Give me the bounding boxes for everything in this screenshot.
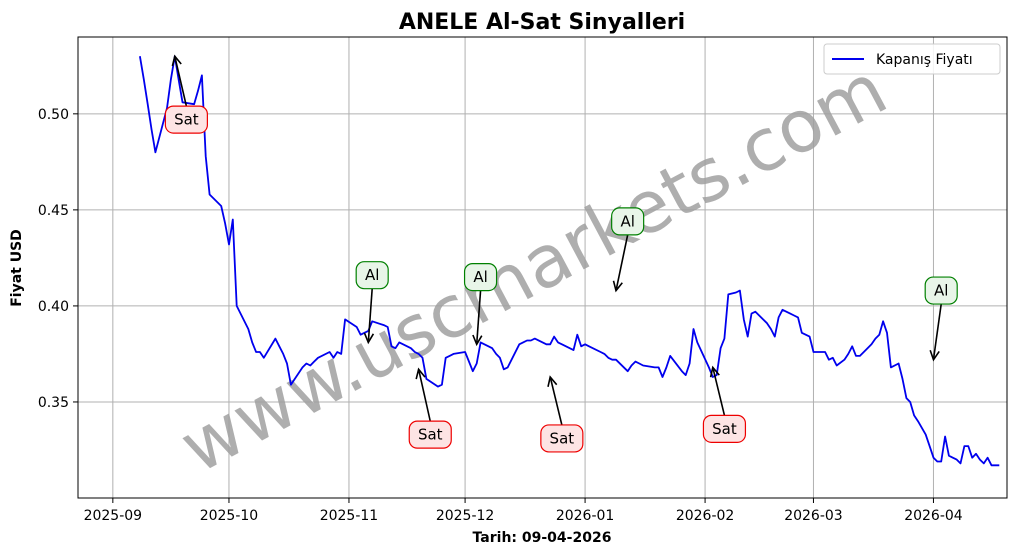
- buy-signal: Al: [355, 261, 389, 345]
- signal-label-box: [463, 263, 498, 292]
- signal-arrow-head: [363, 332, 375, 345]
- signal-arrow-head: [612, 280, 623, 293]
- legend: Kapanış Fiyatı: [823, 43, 1001, 75]
- x-axis-label: Tarih: 09-04-2026: [473, 530, 612, 546]
- signal-arrow-head: [415, 367, 426, 380]
- signal-arrow-shaft: [367, 288, 373, 341]
- signal-label-box: [924, 276, 958, 305]
- signal-arrow-shaft: [615, 234, 629, 289]
- signal-label: Sat: [712, 420, 737, 438]
- signal-label: Sat: [550, 429, 575, 447]
- x-tick-label: 2025-10: [200, 508, 259, 524]
- signal-label-box: [164, 105, 208, 134]
- x-tick-label: 2025-12: [436, 508, 495, 524]
- x-tick-label: 2026-03: [784, 508, 843, 524]
- plot-frame: [77, 36, 1008, 499]
- buy-signal: Al: [924, 276, 958, 362]
- sell-signal: Sat: [408, 367, 452, 449]
- legend-label: Kapanış Fiyatı: [876, 52, 973, 68]
- signal-arrow-head: [472, 334, 483, 347]
- signal-label: Sat: [418, 426, 443, 444]
- signal-label-box: [408, 420, 452, 449]
- signal-label: Al: [934, 282, 948, 300]
- signal-layer: Sat Al Sat Al Sat Al Sat Al: [164, 54, 958, 453]
- chart-title: ANELE Al-Sat Sinyalleri: [399, 10, 685, 35]
- sell-signal: Sat: [702, 365, 747, 443]
- signal-arrow-shaft: [932, 303, 942, 358]
- y-tick-label: 0.45: [38, 203, 69, 219]
- buy-signal: Al: [611, 207, 645, 293]
- signal-arrow-head: [929, 349, 940, 362]
- signal-arrow-head: [547, 375, 558, 387]
- x-tick-label: 2026-04: [904, 508, 963, 524]
- signal-arrow-shaft: [712, 369, 726, 416]
- x-axis: 2025-09 2025-10 2025-11 2025-12 2026-01 2026-…: [84, 498, 963, 524]
- signal-label-box: [611, 207, 645, 236]
- legend-box: [823, 43, 1001, 75]
- y-axis-label: Fiyat USD: [9, 229, 25, 307]
- signal-label-box: [540, 424, 584, 453]
- signal-label: Al: [365, 266, 379, 284]
- grid: [78, 37, 1007, 498]
- signal-label: Al: [620, 212, 634, 230]
- sell-signal: Sat: [164, 54, 208, 134]
- x-tick-label: 2026-02: [676, 508, 735, 524]
- sell-signal: Sat: [540, 375, 584, 453]
- signal-arrow-shaft: [174, 57, 188, 107]
- y-tick-label: 0.50: [38, 107, 69, 123]
- x-tick-label: 2025-09: [84, 508, 143, 524]
- signal-label-box: [355, 261, 389, 290]
- x-tick-label: 2026-01: [556, 508, 615, 524]
- signal-arrow-shaft: [418, 371, 432, 422]
- signal-label: Al: [473, 268, 487, 286]
- signal-arrow-head: [171, 54, 182, 67]
- signal-arrow-shaft: [476, 290, 482, 343]
- series-line-close-price: [139, 55, 1000, 467]
- y-axis: 0.35 0.40 0.45 0.50: [38, 107, 78, 411]
- signal-label: Sat: [174, 111, 199, 129]
- signal-label-box: [702, 414, 747, 443]
- series-layer: [139, 55, 1000, 467]
- x-tick-label: 2025-11: [320, 508, 379, 524]
- signal-arrow-shaft: [549, 378, 563, 426]
- y-tick-label: 0.35: [38, 395, 69, 411]
- signal-arrow-head: [709, 365, 720, 378]
- y-tick-label: 0.40: [38, 299, 69, 315]
- buy-signal: Al: [463, 263, 498, 347]
